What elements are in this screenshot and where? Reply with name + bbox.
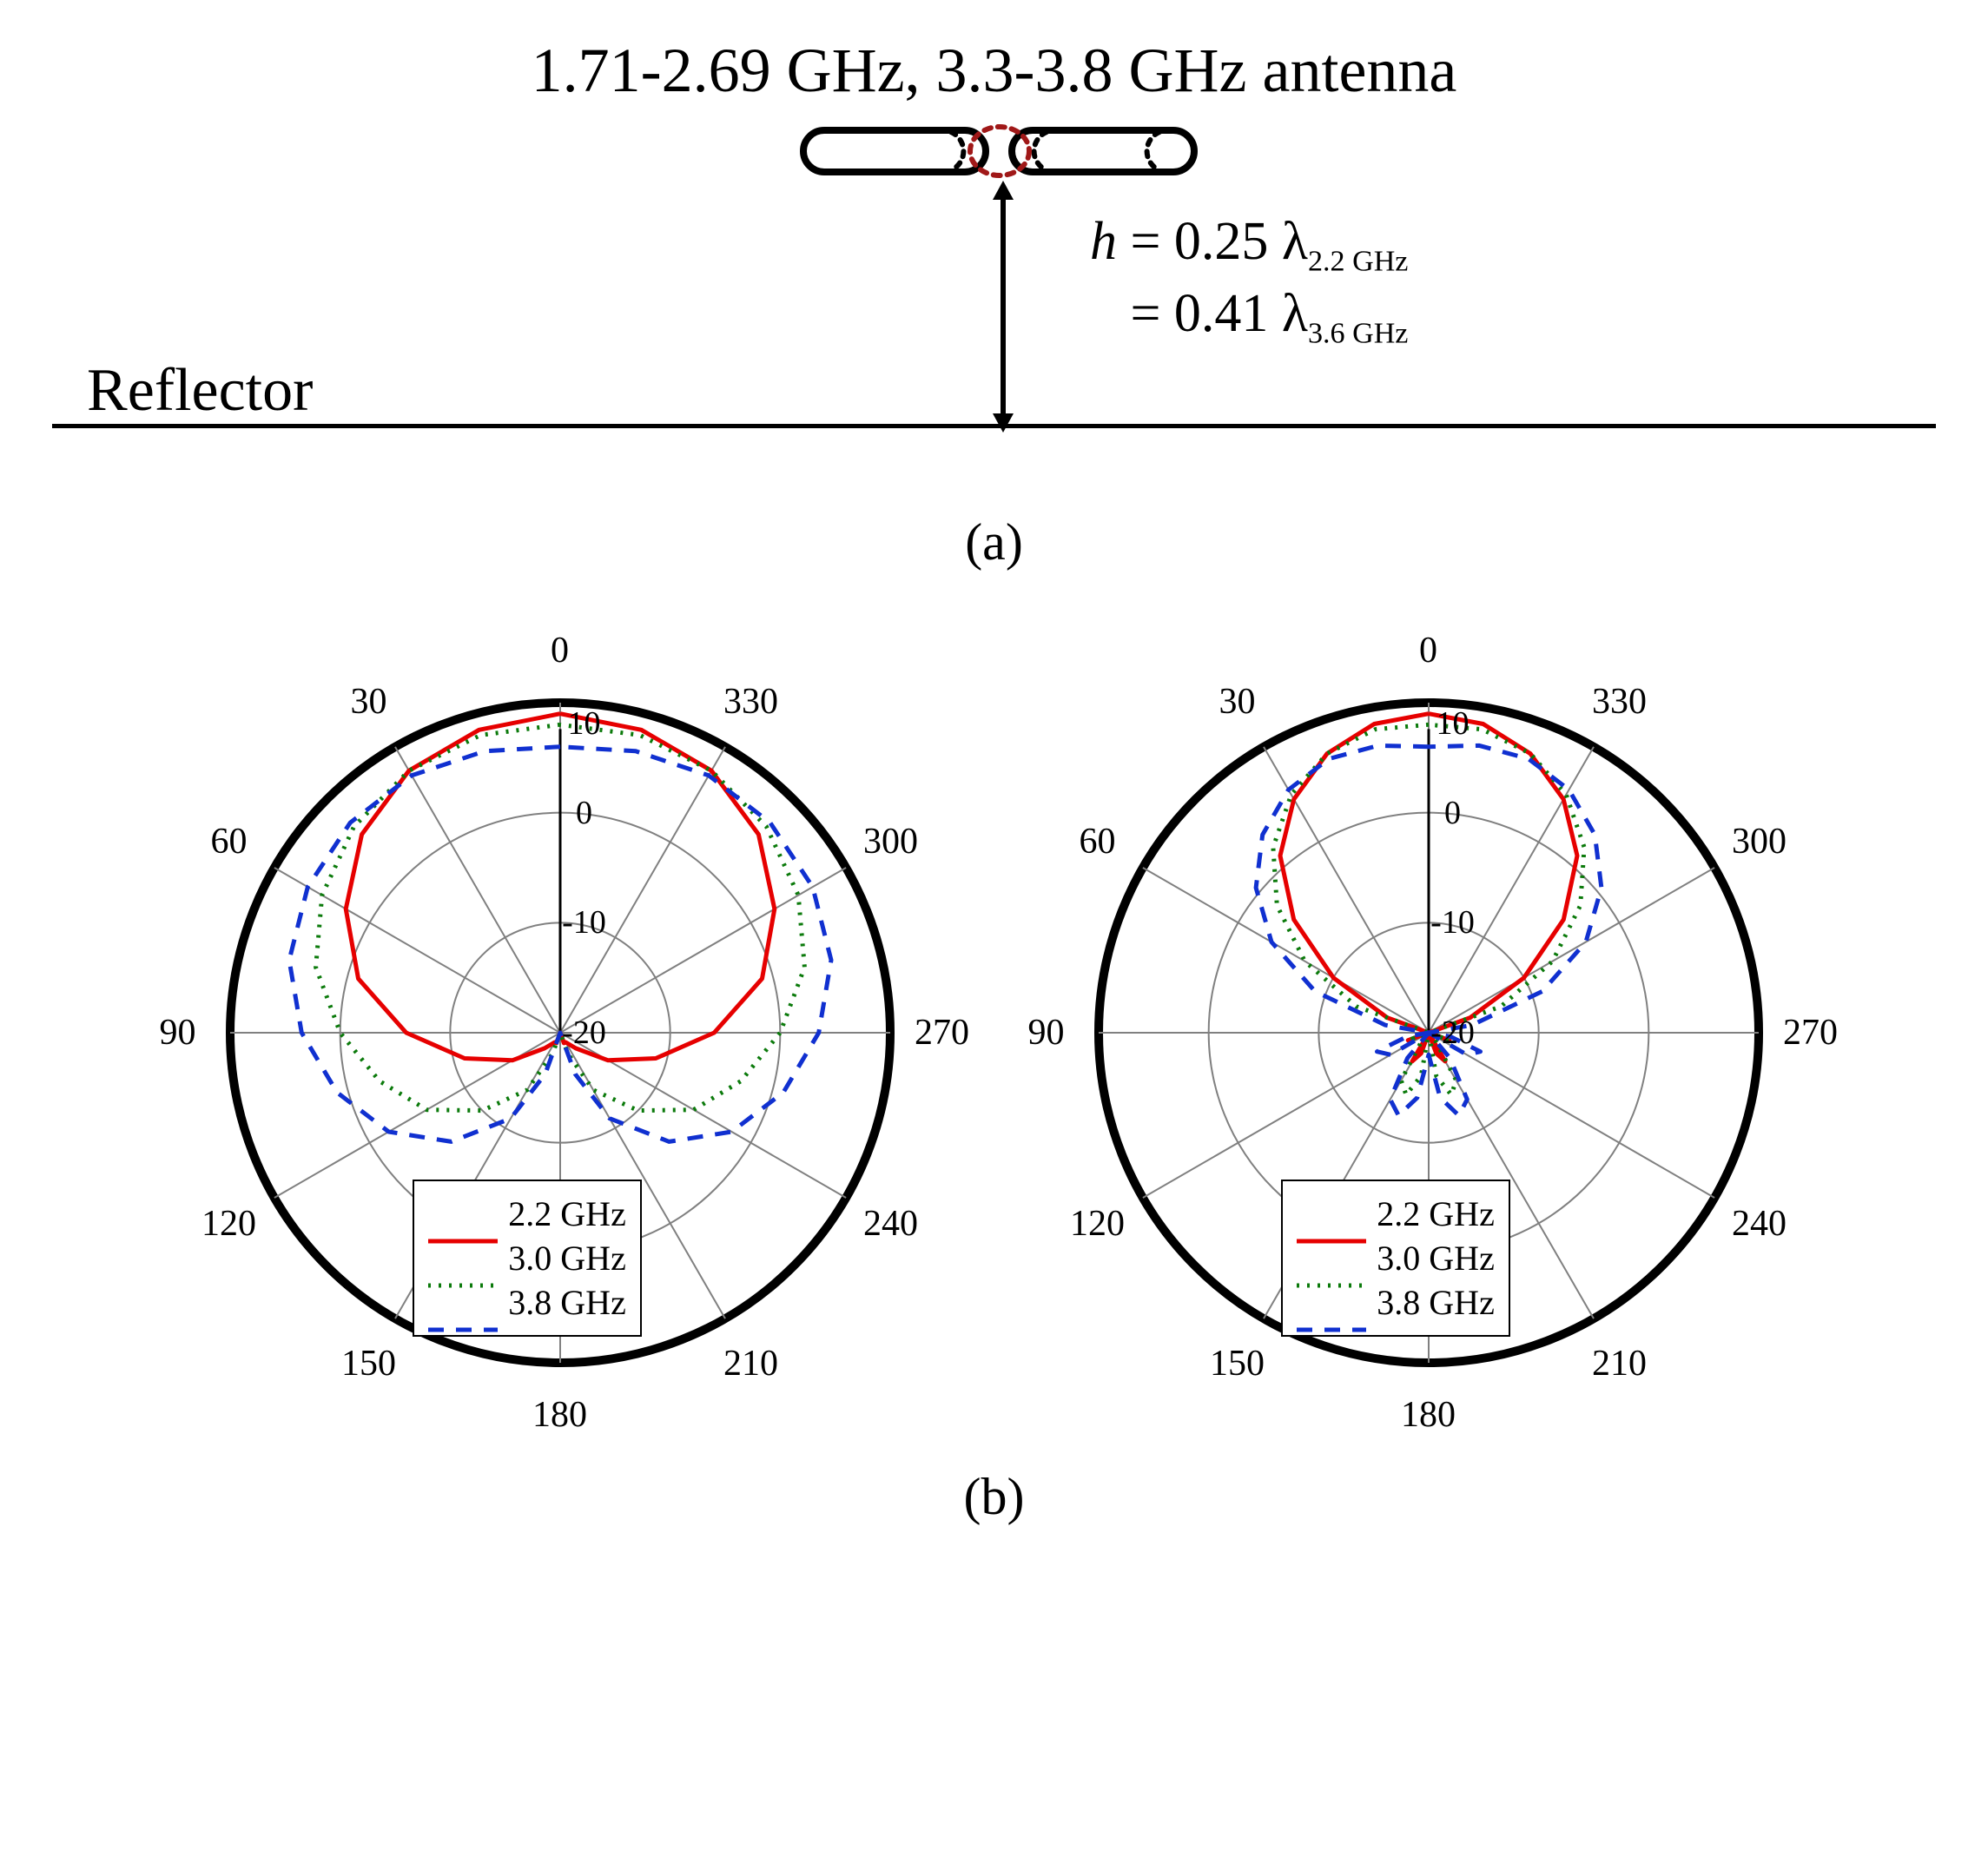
- reflector-line: [52, 424, 1936, 428]
- height-label: h = 0.25 λ2.2 GHz = 0.41 λ3.6 GHz: [1090, 208, 1409, 353]
- reflector-label: Reflector: [87, 356, 313, 426]
- antenna-title: 1.71-2.69 GHz, 3.3-3.8 GHz antenna: [532, 35, 1457, 107]
- angle-tick-270: 270: [915, 1012, 969, 1054]
- angle-tick-330: 330: [1592, 681, 1647, 723]
- polar-plot-left: 0 30 60 90 120 150 180 210 240 270 300 330 -20 -10 0 10…: [152, 625, 968, 1441]
- legend: 2.2 GHz3.0 GHz3.8 GHz: [413, 1180, 642, 1337]
- panel-a: 1.71-2.69 GHz, 3.3-3.8 GHz antenna h = 0…: [35, 35, 1953, 486]
- angle-tick-120: 120: [1070, 1203, 1125, 1245]
- legend-label-s30: 3.0 GHz: [1377, 1238, 1495, 1279]
- angle-tick-60: 60: [210, 821, 247, 862]
- legend-label-s38: 3.8 GHz: [508, 1282, 626, 1323]
- legend-label-s30: 3.0 GHz: [508, 1238, 626, 1279]
- angle-tick-0: 0: [1419, 630, 1437, 671]
- caption-b: (b): [35, 1467, 1953, 1527]
- angle-tick-0: 0: [551, 630, 569, 671]
- r-tick-0: 0: [1444, 794, 1461, 832]
- legend-swatch-s22: [1297, 1213, 1366, 1216]
- angle-tick-30: 30: [351, 681, 387, 723]
- r-tick--20: -20: [1430, 1014, 1475, 1052]
- angle-tick-210: 210: [723, 1343, 778, 1384]
- panel-b: 0306090120150180210240270300330-20-10010…: [35, 625, 1953, 1441]
- legend-swatch-s38: [428, 1301, 498, 1305]
- angle-tick-180: 180: [1401, 1394, 1456, 1436]
- angle-tick-150: 150: [1210, 1343, 1265, 1384]
- h-symbol: h: [1090, 212, 1117, 271]
- angle-tick-120: 120: [201, 1203, 256, 1245]
- angle-tick-30: 30: [1219, 681, 1256, 723]
- legend-row-s22: 2.2 GHz: [428, 1193, 626, 1234]
- caption-a: (a): [35, 512, 1953, 572]
- legend-row-s22: 2.2 GHz: [1297, 1193, 1495, 1234]
- r-tick-0: 0: [576, 794, 592, 832]
- angle-tick-60: 60: [1079, 821, 1115, 862]
- angle-tick-90: 90: [160, 1012, 196, 1054]
- polar-plot-right: 0306090120150180210240270300330-20-10010…: [1020, 625, 1837, 1441]
- angle-tick-240: 240: [863, 1203, 918, 1245]
- r-tick--10: -10: [562, 903, 606, 942]
- legend: 2.2 GHz3.0 GHz3.8 GHz: [1281, 1180, 1510, 1337]
- antenna-icon: [734, 113, 1255, 191]
- legend-swatch-s22: [428, 1213, 498, 1216]
- r-tick--10: -10: [1430, 903, 1475, 942]
- angle-tick-270: 270: [1783, 1012, 1838, 1054]
- angle-tick-180: 180: [532, 1394, 587, 1436]
- angle-tick-90: 90: [1028, 1012, 1065, 1054]
- h-line1: = 0.25 λ: [1117, 212, 1308, 271]
- angle-tick-300: 300: [863, 821, 918, 862]
- angle-tick-240: 240: [1732, 1203, 1787, 1245]
- angle-tick-330: 330: [723, 681, 778, 723]
- r-tick--20: -20: [562, 1014, 606, 1052]
- r-tick-10: 10: [1437, 704, 1470, 743]
- angle-tick-150: 150: [341, 1343, 396, 1384]
- legend-label-s22: 2.2 GHz: [508, 1193, 626, 1234]
- h-line2-sub: 3.6 GHz: [1308, 317, 1408, 349]
- h-line2: = 0.41 λ: [1130, 284, 1308, 343]
- legend-swatch-s30: [1297, 1257, 1366, 1260]
- angle-tick-210: 210: [1592, 1343, 1647, 1384]
- legend-swatch-s38: [1297, 1301, 1366, 1305]
- legend-swatch-s30: [428, 1257, 498, 1260]
- legend-label-s38: 3.8 GHz: [1377, 1282, 1495, 1323]
- r-tick-10: 10: [568, 704, 601, 743]
- angle-tick-300: 300: [1732, 821, 1787, 862]
- figure: 1.71-2.69 GHz, 3.3-3.8 GHz antenna h = 0…: [35, 35, 1953, 1527]
- height-arrow-icon: [986, 181, 1020, 433]
- h-line1-sub: 2.2 GHz: [1308, 245, 1408, 277]
- legend-label-s22: 2.2 GHz: [1377, 1193, 1495, 1234]
